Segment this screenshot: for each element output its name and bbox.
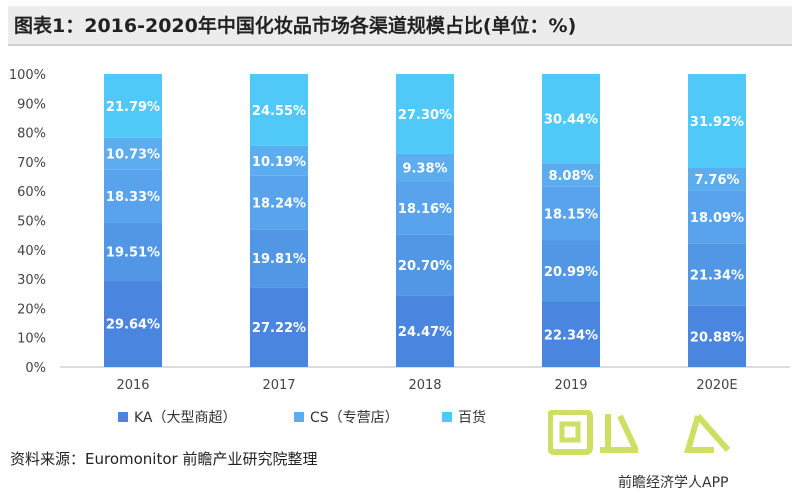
data-label: 10.73% (106, 148, 160, 163)
y-tick-label: 90% (17, 97, 46, 112)
bar-segment (542, 186, 600, 241)
data-label: 22.34% (544, 328, 598, 343)
data-label: 21.34% (690, 269, 744, 284)
bar-segment (250, 73, 308, 146)
y-tick-label: 0% (25, 361, 46, 376)
watermark-logo (548, 410, 731, 455)
data-label: 24.47% (398, 325, 452, 340)
y-tick-label: 10% (17, 332, 46, 347)
bar-segment (542, 301, 600, 367)
data-label: 20.88% (690, 330, 744, 345)
data-label: 18.33% (106, 190, 160, 205)
legend-swatch (118, 412, 128, 422)
bar-segment (104, 222, 162, 281)
bar-segment (542, 163, 600, 187)
bar-segment (396, 234, 454, 296)
legend-label: 百货 (458, 409, 486, 426)
data-label: 18.09% (690, 211, 744, 226)
y-tick-label: 80% (17, 127, 46, 142)
data-label: 27.30% (398, 108, 452, 123)
bar-segment (250, 175, 308, 230)
bar-segment (688, 190, 746, 244)
bar-segment (688, 167, 746, 191)
bar-segment (104, 169, 162, 223)
y-tick-label: 50% (17, 215, 46, 230)
data-label: 21.79% (106, 100, 160, 115)
data-label: 29.64% (106, 318, 160, 333)
chart-title: 图表1：2016-2020年中国化妆品市场各渠道规模占比(单位：%) (8, 6, 792, 46)
y-tick-label: 60% (17, 185, 46, 200)
x-tick-label: 2019 (554, 378, 587, 393)
bar-segment (250, 145, 308, 176)
bar-segment (542, 240, 600, 302)
data-label: 30.44% (544, 113, 598, 128)
bar-segment (396, 153, 454, 182)
data-label: 27.22% (252, 321, 306, 336)
bar-segment (688, 74, 746, 168)
y-tick-label: 100% (9, 68, 46, 83)
legend-swatch (294, 412, 304, 422)
data-label: 18.15% (544, 207, 598, 222)
x-tick-label: 2020E (696, 378, 737, 393)
bar-segment (396, 295, 454, 367)
bar-segment (688, 243, 746, 306)
x-tick-label: 2018 (408, 378, 441, 393)
bar-segment (542, 74, 600, 164)
data-label: 9.38% (402, 162, 447, 177)
bar-segment (104, 74, 162, 138)
data-label: 20.70% (398, 259, 452, 274)
x-tick-label: 2017 (262, 378, 295, 393)
y-tick-label: 20% (17, 302, 46, 317)
bar-segment (396, 73, 454, 154)
legend-swatch (442, 412, 452, 422)
legend-label: CS（专营店） (310, 410, 399, 426)
y-tick-label: 70% (17, 156, 46, 171)
data-label: 19.81% (252, 252, 306, 267)
bar-segment (250, 287, 308, 367)
data-label: 18.16% (398, 202, 452, 217)
bar-segment (250, 229, 308, 288)
bar-segment (104, 137, 162, 170)
y-tick-label: 40% (17, 244, 46, 259)
data-label: 20.99% (544, 265, 598, 280)
source-note: 资料来源：Euromonitor 前瞻产业研究院整理 (10, 450, 318, 468)
data-label: 18.24% (252, 196, 306, 211)
data-label: 7.76% (694, 173, 739, 188)
data-label: 10.19% (252, 155, 306, 170)
data-label: 24.55% (252, 104, 306, 119)
bar-segment (688, 305, 746, 367)
legend-label: KA（大型商超） (134, 410, 237, 426)
data-label: 19.51% (106, 246, 160, 261)
bar-segment (396, 181, 454, 235)
x-tick-label: 2016 (116, 378, 149, 393)
data-label: 31.92% (690, 115, 744, 130)
watermark-brand: 前瞻经济学人APP (618, 475, 729, 491)
data-label: 8.08% (548, 169, 593, 184)
bar-segment (104, 280, 162, 367)
y-tick-label: 30% (17, 273, 46, 288)
